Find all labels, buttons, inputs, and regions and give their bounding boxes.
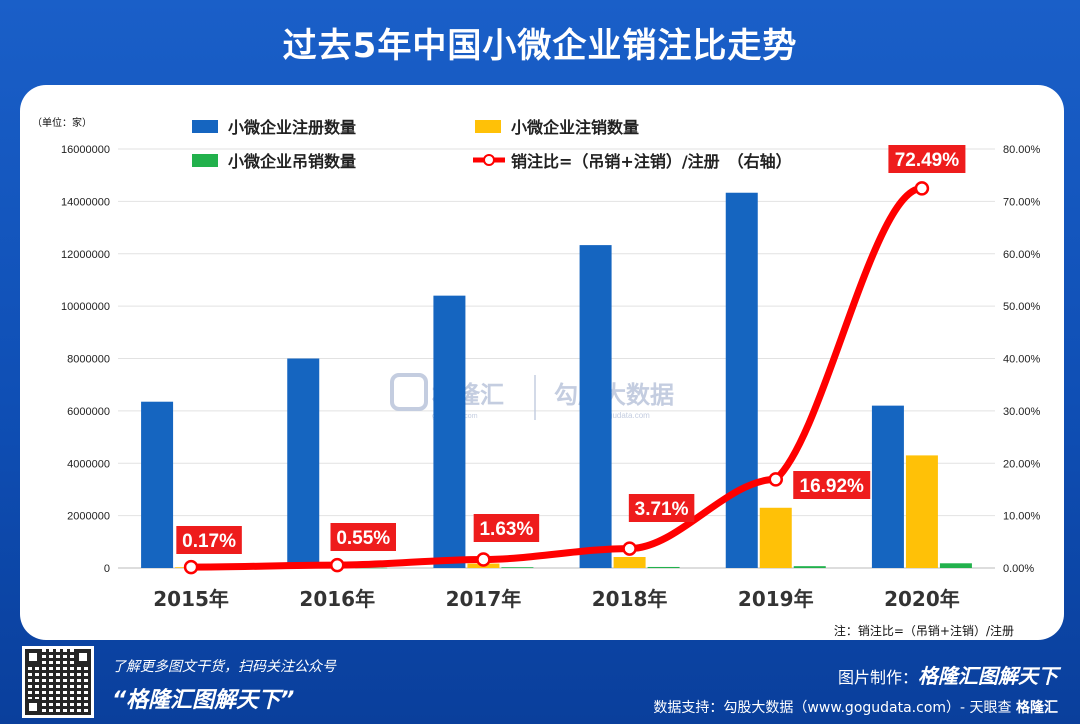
bar-1-3 [613,557,646,568]
bar-2-3 [647,566,680,568]
x-tick-label: 2016年 [299,587,375,611]
bar-0-1 [287,358,320,568]
bar-0-4 [725,192,758,568]
footer-account-name: “格隆汇图解天下” [112,688,295,713]
ratio-point [183,559,199,575]
qr-code[interactable] [22,646,94,718]
y-left-tick-label: 4000000 [67,458,110,470]
maker-prefix: 图片制作： [837,668,918,687]
y-right-tick-label: 0.00% [1003,563,1034,575]
x-tick-label: 2017年 [446,587,522,611]
data-label: 1.63% [479,519,533,540]
y-left-tick-label: 10000000 [61,301,110,313]
legend-swatch-2 [192,154,218,167]
y-right-tick-label: 40.00% [1003,354,1041,366]
x-tick-label: 2019年 [738,587,814,611]
watermark-brand2: 勾股大数据 [554,381,674,409]
x-tick-label: 2020年 [884,587,960,611]
data-label-box [330,523,396,551]
ratio-point [330,557,345,573]
bar-0-2 [433,295,466,568]
ratio-point [476,552,491,567]
legend-swatch-marker [483,154,495,166]
y-right-tick-label: 80.00% [1003,144,1041,156]
y-right-tick-label: 30.00% [1003,406,1041,418]
ratio-point [622,541,637,556]
legend-swatch-0 [192,120,218,133]
page-title: 过去5年中国小微企业销注比走势 [282,26,798,66]
legend-swatch-1 [475,120,501,133]
x-tick-label: 2015年 [153,587,229,611]
data-label-box [793,471,871,499]
bar-1-4 [759,507,792,568]
watermark-brand2-sub: www.gogudata.com [579,411,650,420]
y-left-tick-label: 2000000 [67,511,110,523]
y-left-tick-label: 16000000 [61,144,110,156]
legend-label-1: 小微企业注销数量 [511,118,639,137]
unit-label: （单位：家） [32,116,92,129]
y-left-tick-label: 14000000 [61,196,110,208]
bar-0-0 [141,401,174,568]
data-label-box [473,514,540,542]
x-tick-label: 2018年 [592,587,668,611]
data-label-box [628,494,695,522]
footer-right: 图片制作：格隆汇图解天下 数据支持：勾股大数据（www.gogudata.com… [653,660,1058,717]
data-label-box [176,526,242,554]
y-left-tick-label: 12000000 [61,249,110,261]
legend-label-3: 销注比=（吊销+注销）/注册 （右轴） [511,152,792,171]
watermark-logo-icon [390,373,428,411]
y-right-tick-label: 10.00% [1003,511,1041,523]
ratio-point [914,181,930,196]
y-left-tick-label: 8000000 [67,354,110,366]
bar-line-chart: （单位：家） 0 0.00% 2000000 10.00% 4000000 20.00% 60… [32,116,1041,611]
footer-left: 了解更多图文干货，扫码关注公众号 “格隆汇图解天下” [112,656,336,714]
corner-logo: 格隆汇 [1016,700,1058,716]
bar-1-5 [905,455,938,568]
y-left-tick-label: 6000000 [67,406,110,418]
chart-note: 注：销注比=（吊销+注销）/注册 [833,624,1014,638]
data-label-box [888,145,966,173]
bar-0-5 [871,405,904,568]
data-source: 数据支持：勾股大数据（www.gogudata.com）- 天眼查 [653,700,1012,716]
legend-label-2: 小微企业吊销数量 [228,152,356,171]
bar-2-2 [501,567,534,568]
data-label: 0.55% [336,528,390,549]
bar-0-3 [579,245,612,568]
y-right-tick-label: 70.00% [1003,196,1041,208]
data-label: 0.17% [182,531,236,552]
y-right-tick-label: 60.00% [1003,249,1041,261]
ratio-point [768,472,783,487]
y-right-tick-label: 20.00% [1003,458,1041,470]
data-label: 3.71% [635,499,689,520]
footer-follow-text: 了解更多图文干货，扫码关注公众号 [112,659,336,675]
bar-2-5 [939,563,972,568]
data-label: 72.49% [895,150,960,171]
maker-name: 格隆汇图解天下 [918,664,1058,688]
bar-2-1 [355,567,388,569]
y-left-tick-label: 0 [104,563,110,575]
y-right-tick-label: 50.00% [1003,301,1041,313]
legend-label-0: 小微企业注册数量 [228,118,356,137]
data-label: 16.92% [800,476,865,497]
chart-panel: （单位：家） 0 0.00% 2000000 10.00% 4000000 20.00% 60… [20,85,1064,640]
bar-2-4 [793,566,826,568]
